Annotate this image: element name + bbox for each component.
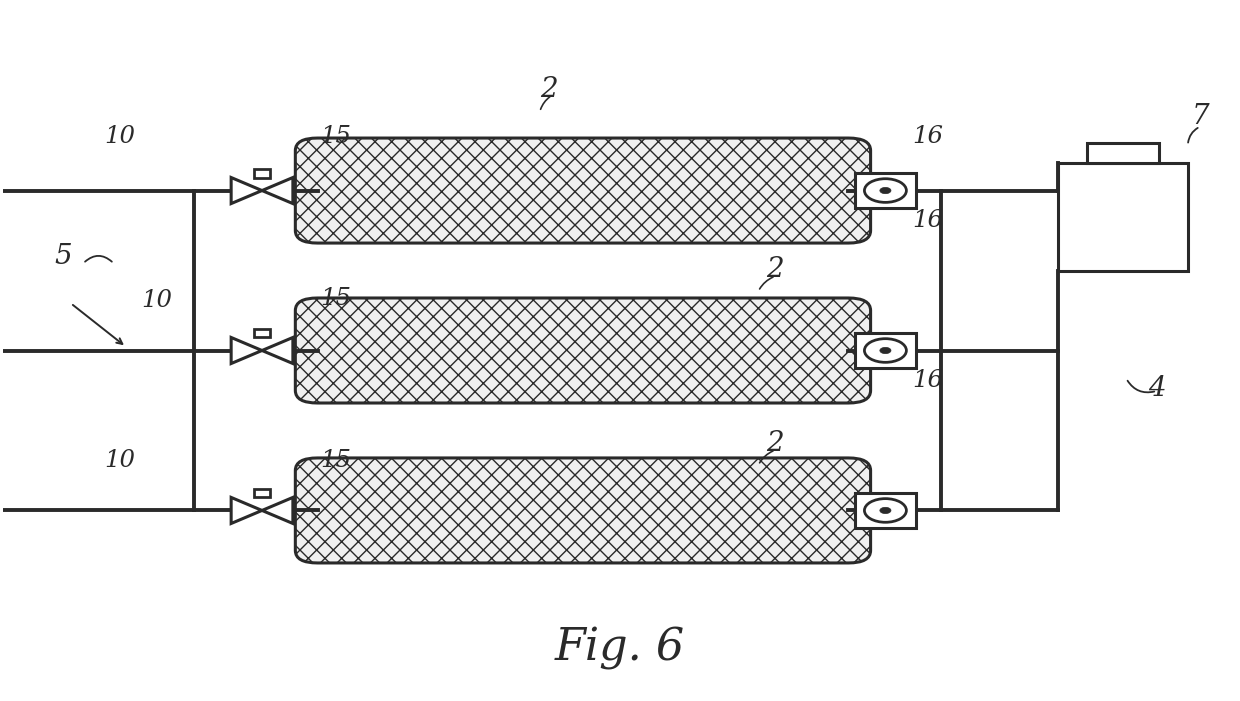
Bar <box>854 333 916 368</box>
Text: 16: 16 <box>913 209 944 232</box>
Circle shape <box>880 508 892 514</box>
Text: 15: 15 <box>320 449 351 472</box>
Text: 2: 2 <box>539 76 558 102</box>
Text: 4: 4 <box>1148 375 1166 402</box>
Text: 16: 16 <box>913 125 944 148</box>
Polygon shape <box>262 337 293 364</box>
Polygon shape <box>262 177 293 203</box>
Text: 2: 2 <box>765 257 784 283</box>
Circle shape <box>880 348 892 353</box>
Text: 2: 2 <box>765 430 784 457</box>
Text: 5: 5 <box>55 243 72 270</box>
Text: 10: 10 <box>141 289 172 312</box>
FancyBboxPatch shape <box>295 458 870 563</box>
Circle shape <box>864 498 906 522</box>
Text: 15: 15 <box>320 287 351 311</box>
Circle shape <box>880 187 892 193</box>
Polygon shape <box>231 498 262 524</box>
Bar <box>854 493 916 528</box>
Text: 7: 7 <box>1192 104 1209 130</box>
Text: 16: 16 <box>913 369 944 392</box>
Bar <box>254 169 270 177</box>
Circle shape <box>864 179 906 203</box>
Text: 10: 10 <box>104 449 135 472</box>
Text: 15: 15 <box>320 125 351 148</box>
Polygon shape <box>231 337 262 364</box>
Bar <box>254 329 270 337</box>
Bar <box>1058 163 1188 271</box>
Bar <box>1087 143 1158 163</box>
Polygon shape <box>262 498 293 524</box>
Circle shape <box>864 339 906 362</box>
Text: 10: 10 <box>104 125 135 148</box>
FancyBboxPatch shape <box>295 138 870 243</box>
Bar <box>254 489 270 498</box>
Polygon shape <box>231 177 262 203</box>
Text: Fig. 6: Fig. 6 <box>554 627 686 670</box>
FancyBboxPatch shape <box>295 298 870 403</box>
Bar <box>854 173 916 208</box>
